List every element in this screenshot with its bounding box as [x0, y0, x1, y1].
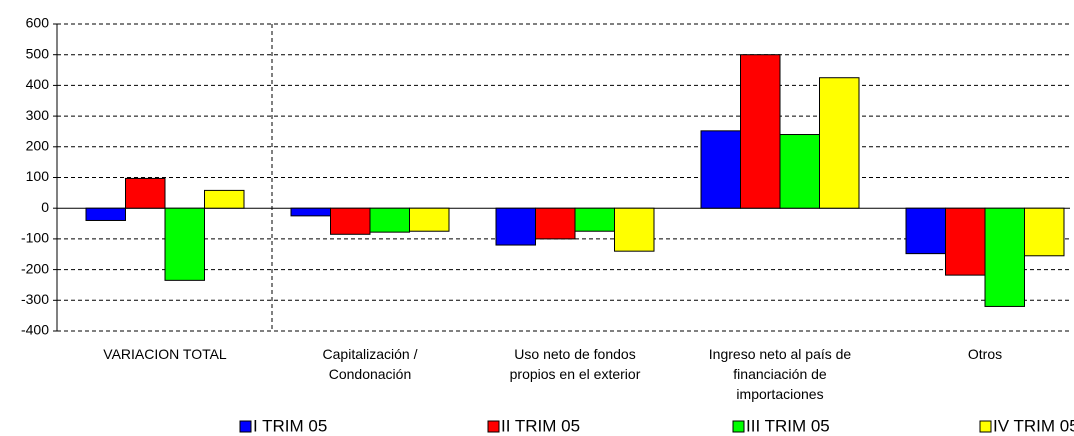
- y-tick-label: -400: [21, 322, 49, 338]
- y-tick-label: 100: [26, 168, 50, 184]
- y-tick-label: 400: [26, 76, 50, 92]
- bar: [574, 207, 615, 232]
- bar: [614, 207, 655, 252]
- x-tick-line: Ingreso neto al país de: [709, 346, 852, 362]
- x-tick-line: propios en el exterior: [510, 366, 641, 382]
- legend-swatch: [487, 420, 500, 433]
- x-tick-line: Capitalización /: [323, 346, 418, 362]
- bar: [85, 207, 126, 221]
- bar: [700, 130, 741, 209]
- bar: [819, 77, 860, 209]
- y-tick-label: 300: [26, 107, 50, 123]
- legend-swatch: [239, 420, 252, 433]
- x-tick-line: Uso neto de fondos: [514, 346, 635, 362]
- y-tick-label: 200: [26, 138, 50, 154]
- bar: [330, 207, 371, 235]
- bar: [740, 54, 781, 209]
- legend-label: II TRIM 05: [501, 416, 580, 435]
- y-tick-label: -300: [21, 291, 49, 307]
- bar: [535, 207, 576, 240]
- x-tick-line: financiación de: [733, 366, 827, 382]
- x-tick-line: importaciones: [736, 386, 823, 402]
- legend-swatch: [979, 420, 992, 433]
- bar: [779, 134, 820, 209]
- x-tick-label: Ingreso neto al país de financiación de im…: [709, 346, 852, 402]
- bar: [204, 189, 245, 209]
- bar: [125, 177, 166, 209]
- x-tick-label: Otros: [968, 346, 1002, 362]
- y-tick-label: 0: [41, 199, 49, 215]
- y-tick-label: -200: [21, 260, 49, 276]
- y-tick-label: 600: [26, 15, 50, 31]
- legend-swatch: [732, 420, 745, 433]
- bar: [905, 207, 946, 255]
- legend-label: III TRIM 05: [746, 416, 830, 435]
- bar: [495, 207, 536, 246]
- x-tick-label: VARIACION TOTAL: [103, 346, 227, 362]
- x-tick-line: Otros: [968, 346, 1002, 362]
- y-tick-label: 500: [26, 45, 50, 61]
- bar: [164, 207, 205, 281]
- bar: [290, 207, 331, 217]
- bar: [409, 207, 450, 232]
- bar: [369, 207, 410, 233]
- x-tick-label: Capitalización / Condonación: [323, 346, 418, 382]
- bar: [984, 207, 1025, 307]
- y-tick-label: -100: [21, 230, 49, 246]
- x-tick-label: Uso neto de fondos propios en el exterior: [510, 346, 641, 382]
- legend-label: I TRIM 05: [253, 416, 327, 435]
- x-tick-line: VARIACION TOTAL: [103, 346, 227, 362]
- bar: [945, 207, 986, 276]
- bar: [1024, 207, 1065, 257]
- x-tick-line: Condonación: [329, 366, 412, 382]
- legend-label: IV TRIM 05: [993, 416, 1074, 435]
